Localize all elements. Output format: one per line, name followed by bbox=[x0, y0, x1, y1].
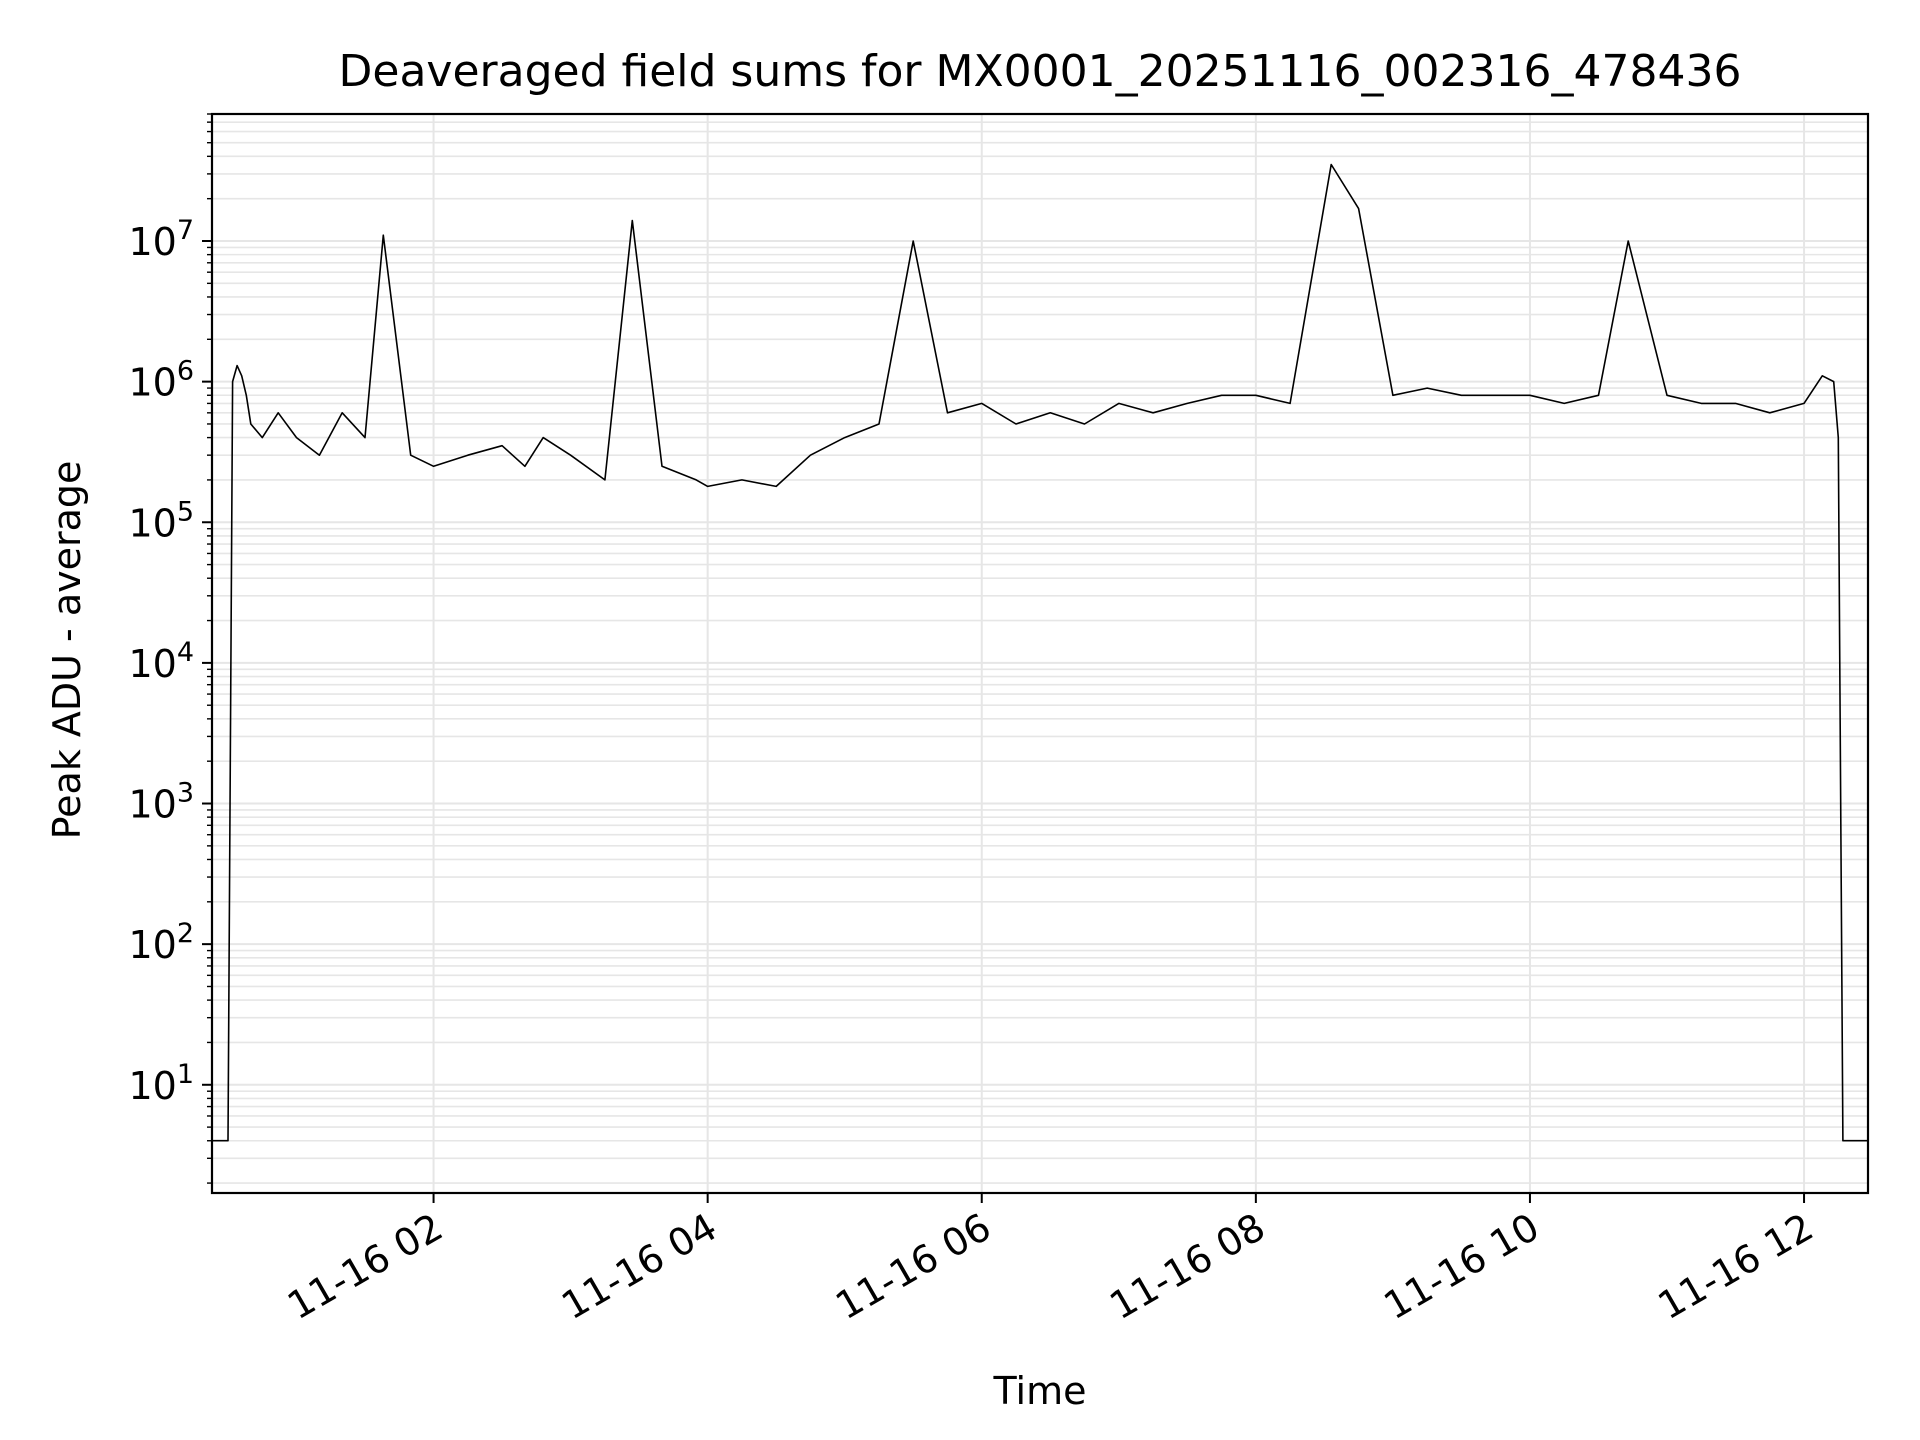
y-axis-label: Peak ADU - average bbox=[45, 461, 89, 840]
y-tick-exponent: 6 bbox=[177, 356, 194, 387]
x-axis-label: Time bbox=[993, 1369, 1087, 1413]
y-tick-base: 10 bbox=[128, 783, 176, 827]
y-tick-exponent: 3 bbox=[177, 778, 194, 809]
y-tick-label: 105 bbox=[128, 496, 194, 545]
y-tick-label: 103 bbox=[128, 778, 194, 827]
chart-title: Deaveraged field sums for MX0001_2025111… bbox=[339, 46, 1742, 97]
y-tick-label: 101 bbox=[128, 1059, 194, 1108]
y-tick-exponent: 7 bbox=[177, 215, 194, 246]
y-tick-base: 10 bbox=[128, 220, 176, 264]
series-layer bbox=[212, 163, 1868, 1142]
y-tick-exponent: 1 bbox=[177, 1059, 194, 1090]
y-tick-label: 106 bbox=[128, 356, 194, 405]
y-tick-base: 10 bbox=[128, 1064, 176, 1108]
plot-frame bbox=[210, 112, 1870, 1195]
grid bbox=[212, 113, 1868, 1193]
y-tick-base: 10 bbox=[128, 501, 176, 545]
y-tick-base: 10 bbox=[128, 361, 176, 405]
y-tick-label: 102 bbox=[128, 918, 194, 967]
y-tick-base: 10 bbox=[128, 923, 176, 967]
y-tick-label: 107 bbox=[128, 215, 194, 264]
series-line bbox=[212, 163, 1868, 1142]
y-tick-exponent: 2 bbox=[177, 918, 194, 949]
y-tick-label: 104 bbox=[128, 637, 194, 686]
y-tick-base: 10 bbox=[128, 642, 176, 686]
y-tick-exponent: 5 bbox=[177, 496, 194, 527]
y-tick-exponent: 4 bbox=[177, 637, 194, 668]
